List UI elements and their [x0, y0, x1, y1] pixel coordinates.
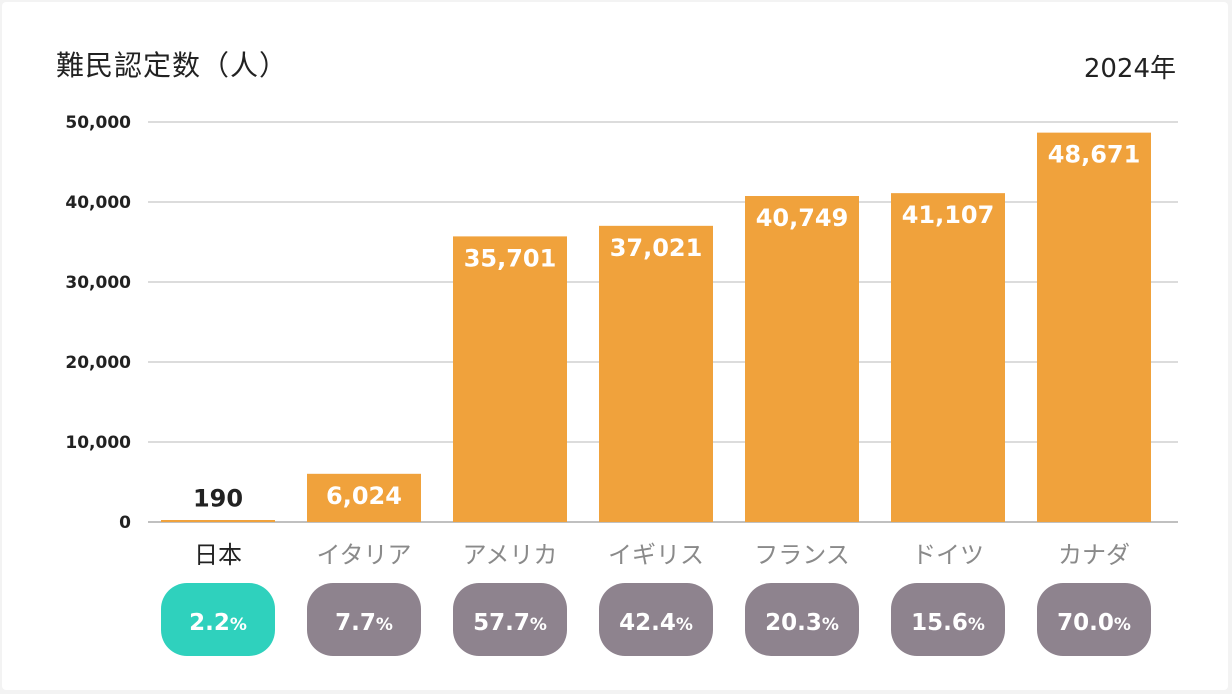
chart-title: 難民認定数（人） [56, 49, 289, 82]
rate-badge: 15.6% [891, 583, 1005, 656]
bar [453, 236, 567, 522]
rate-badge-label: 42.4% [619, 610, 693, 636]
x-axis-labels: 日本 イタリア アメリカ イギリス フランス ドイツ カナダ [194, 541, 1130, 569]
rate-badge-bg [161, 583, 275, 656]
x-axis-label: アメリカ [463, 541, 558, 569]
bars [161, 132, 1151, 523]
rate-badge-label: 2.2% [189, 610, 247, 636]
x-axis-label: フランス [754, 541, 850, 569]
y-tick-label: 20,000 [65, 353, 131, 373]
bar [1037, 132, 1151, 522]
rate-badge: 7.7% [307, 583, 421, 656]
y-tick-label: 40,000 [65, 193, 131, 213]
x-axis-label: 日本 [194, 541, 242, 569]
rate-badge: 70.0% [1037, 583, 1151, 656]
y-axis-ticks: 0 10,000 20,000 30,000 40,000 50,000 [65, 113, 131, 533]
bar-value-label: 40,749 [756, 204, 849, 232]
rate-badge-bg [891, 583, 1005, 656]
rate-badge-bg [453, 583, 567, 656]
bar-value-label: 48,671 [1048, 141, 1141, 169]
y-tick-label: 30,000 [65, 273, 131, 293]
bar-value-label: 35,701 [464, 244, 557, 272]
bar [307, 473, 421, 522]
bar-value-label: 37,021 [610, 234, 703, 262]
rate-badge-label: 15.6% [911, 610, 985, 636]
rate-badge-bg [307, 583, 421, 656]
rate-badges: 2.2% 7.7% 57.7% 42.4% 20.3% 15.6% 70.0% [161, 583, 1151, 656]
bar [745, 196, 859, 522]
bar [891, 193, 1005, 523]
rate-badge-label: 20.3% [765, 610, 839, 636]
bar-value-label: 190 [193, 484, 243, 512]
rate-badge-label: 7.7% [335, 610, 393, 636]
rate-badge-bg [745, 583, 859, 656]
y-tick-label: 10,000 [65, 433, 131, 453]
rate-badge: 57.7% [453, 583, 567, 656]
x-axis-label: イギリス [608, 541, 704, 569]
rate-badge-label: 57.7% [473, 610, 547, 636]
rate-badge-bg [599, 583, 713, 656]
y-tick-label: 0 [119, 513, 131, 533]
x-axis-label: イタリア [316, 541, 411, 569]
x-axis-label: カナダ [1058, 541, 1130, 569]
bar [599, 225, 713, 522]
bar-value-label: 6,024 [326, 482, 402, 510]
bar-value-labels: 190 6,024 35,701 37,021 40,749 41,107 48,671 [193, 141, 1140, 513]
bar-value-label: 41,107 [902, 201, 995, 229]
rate-badge: 20.3% [745, 583, 859, 656]
year-label: 2024年 [1083, 54, 1176, 84]
rate-badge-bg [1037, 583, 1151, 656]
rate-badge: 2.2% [161, 583, 275, 656]
rate-badge-label: 70.0% [1057, 610, 1131, 636]
y-tick-label: 50,000 [65, 113, 131, 133]
x-axis-label: ドイツ [912, 541, 984, 569]
bar [161, 520, 275, 522]
rate-badge: 42.4% [599, 583, 713, 656]
